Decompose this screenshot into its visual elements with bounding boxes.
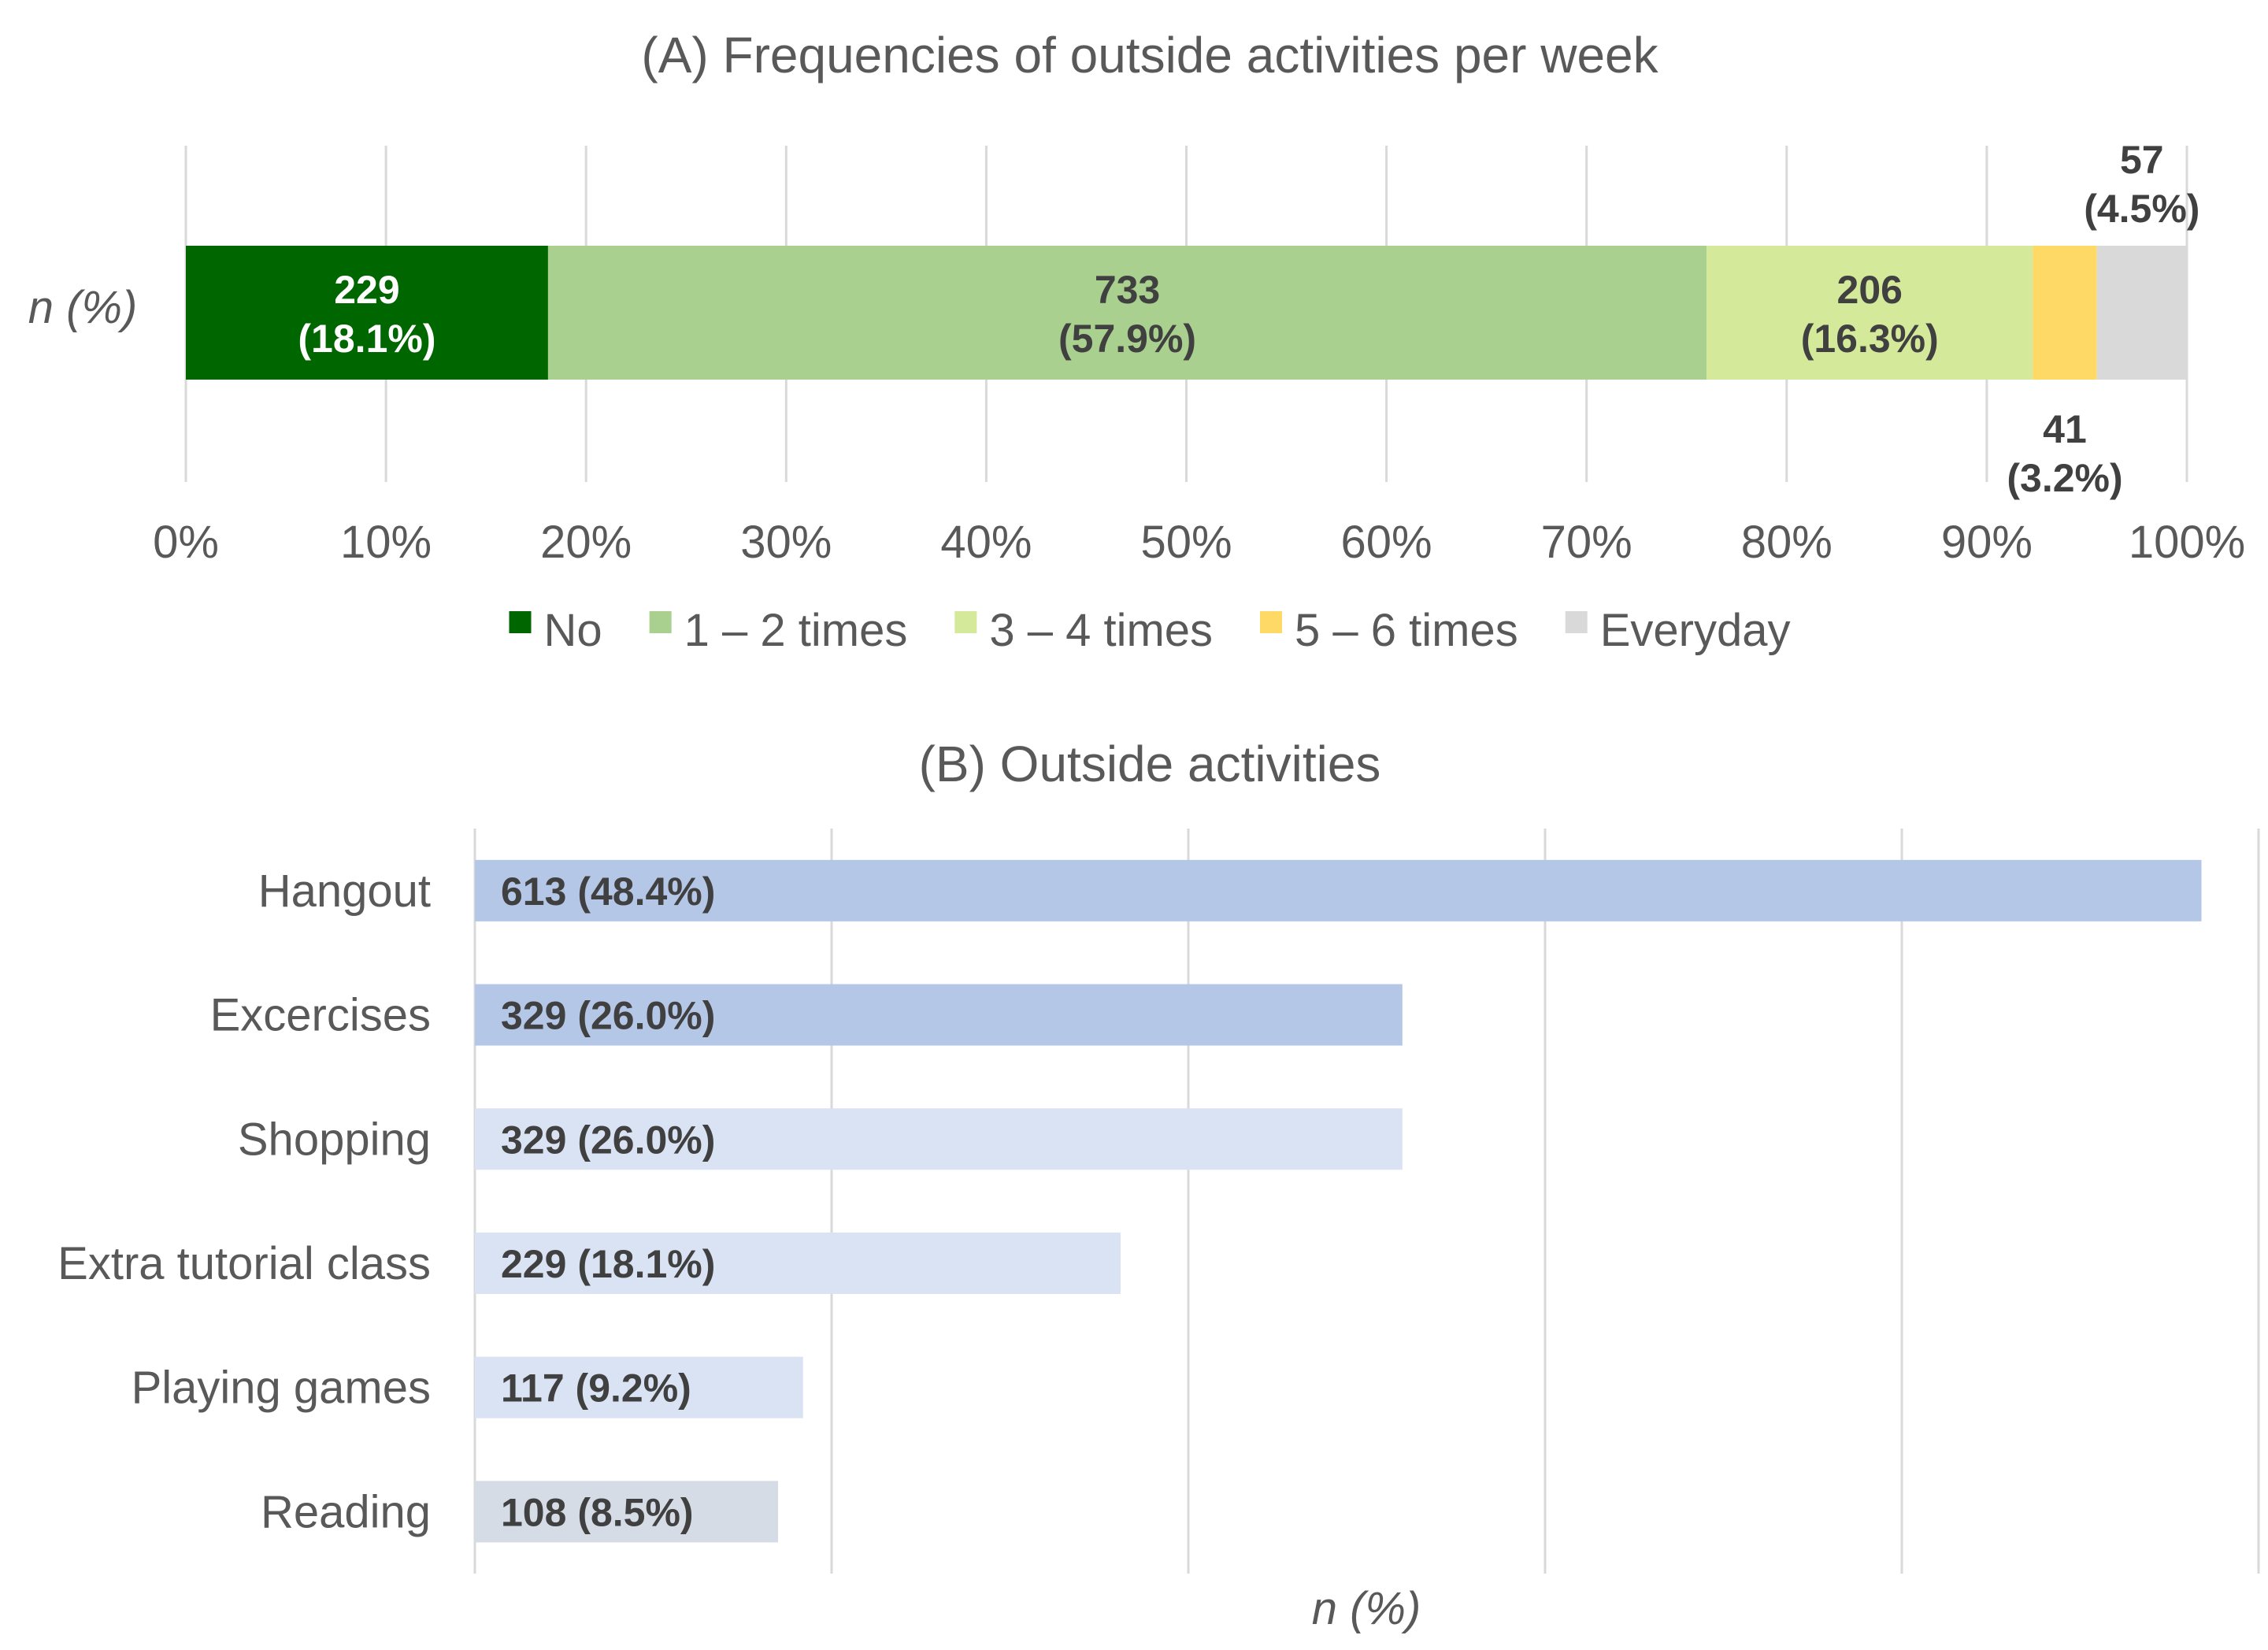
data-label-count-everyday: 57 [2120, 138, 2164, 182]
x-tick-label-80: 80% [1741, 517, 1833, 568]
legend-swatch-1-2-times [649, 611, 672, 633]
legend-swatch-5-6-times [1260, 611, 1283, 633]
chart-b-category-labels: Hangout Excercises Shopping Extra tutorial … [57, 866, 431, 1538]
data-label-playing-games: 117 (9.2%) [501, 1366, 691, 1411]
data-label-extra-tutorial-class: 229 (18.1%) [501, 1242, 715, 1286]
bar-playing-games [475, 1356, 803, 1418]
chart-b-gridlines [473, 829, 2260, 1574]
chart-a-title: (A) Frequencies of outside activities pe… [641, 27, 1658, 83]
bar-segment-no [186, 246, 548, 380]
category-label-shopping: Shopping [238, 1114, 431, 1165]
bar-extra-tutorial-class [475, 1232, 1121, 1294]
legend-label-3-4-times: 3 – 4 times [989, 605, 1213, 656]
data-label-pct-5-6-times: (3.2%) [2007, 456, 2122, 500]
legend-label-no: No [544, 605, 602, 656]
legend-label-5-6-times: 5 – 6 times [1295, 605, 1518, 656]
legend-label-1-2-times: 1 – 2 times [684, 605, 908, 656]
chart-a-bars [186, 246, 2187, 380]
data-label-count-1-2-times: 733 [1095, 268, 1160, 312]
legend-label-everyday: Everyday [1600, 605, 1791, 656]
bar-excercises [475, 984, 1403, 1046]
chart-b-bars [475, 859, 2202, 1543]
data-label-pct-no: (18.1%) [298, 317, 435, 361]
chart-a-x-tick-labels: 0% 10% 20% 30% 40% 50% 60% 70% 80% 90% 100% [153, 517, 2245, 568]
bar-segment-everyday [2096, 246, 2187, 380]
data-label-count-3-4-times: 206 [1837, 268, 1903, 312]
data-label-count-5-6-times: 41 [2043, 407, 2087, 451]
data-label-excercises: 329 (26.0%) [501, 994, 715, 1038]
bar-reading [475, 1481, 779, 1543]
bar-segment-1-2-times [547, 246, 1707, 380]
chart-b-data-labels: 613 (48.4%) 329 (26.0%) 329 (26.0%) 229 (18… [501, 869, 715, 1535]
x-tick-label-20: 20% [540, 517, 632, 568]
bar-segment-5-6-times [2033, 246, 2097, 380]
x-tick-label-60: 60% [1341, 517, 1432, 568]
data-label-count-no: 229 [334, 268, 399, 312]
chart-a: (A) Frequencies of outside activities pe… [28, 27, 2245, 656]
x-tick-label-50: 50% [1140, 517, 1232, 568]
category-label-reading: Reading [261, 1486, 431, 1537]
bar-shopping [475, 1108, 1403, 1170]
x-tick-label-40: 40% [940, 517, 1032, 568]
category-label-extra-tutorial-class: Extra tutorial class [57, 1238, 431, 1289]
legend-swatch-3-4-times [954, 611, 977, 633]
legend-swatch-no [509, 611, 532, 633]
chart-a-legend: No 1 – 2 times 3 – 4 times 5 – 6 times Every… [509, 605, 1791, 656]
x-tick-label-0: 0% [153, 517, 219, 568]
data-label-pct-1-2-times: (57.9%) [1058, 317, 1196, 361]
category-label-hangout: Hangout [258, 866, 431, 917]
x-tick-label-30: 30% [740, 517, 832, 568]
data-label-shopping: 329 (26.0%) [501, 1118, 715, 1162]
chart-a-ylabel: n (%) [28, 282, 138, 333]
chart-b-xlabel: n (%) [1312, 1583, 1421, 1634]
chart-b: (B) Outside activities 613 (48.4%) 329 (2… [57, 736, 2260, 1634]
x-tick-label-10: 10% [340, 517, 432, 568]
chart-a-data-labels: 229 (18.1%) 733 (57.9%) 206 (16.3%) 41 (3.2%) 57… [298, 138, 2199, 500]
x-tick-label-70: 70% [1541, 517, 1632, 568]
data-label-pct-3-4-times: (16.3%) [1801, 317, 1939, 361]
legend-swatch-everyday [1565, 611, 1588, 633]
category-label-excercises: Excercises [210, 990, 431, 1041]
bar-hangout [475, 859, 2202, 921]
data-label-pct-everyday: (4.5%) [2084, 187, 2199, 231]
x-tick-label-90: 90% [1941, 517, 2033, 568]
x-tick-label-100: 100% [2129, 517, 2245, 568]
bar-segment-3-4-times [1707, 246, 2033, 380]
category-label-playing-games: Playing games [132, 1363, 431, 1414]
data-label-hangout: 613 (48.4%) [501, 869, 715, 914]
chart-b-title: (B) Outside activities [919, 736, 1381, 792]
data-label-reading: 108 (8.5%) [501, 1490, 694, 1534]
